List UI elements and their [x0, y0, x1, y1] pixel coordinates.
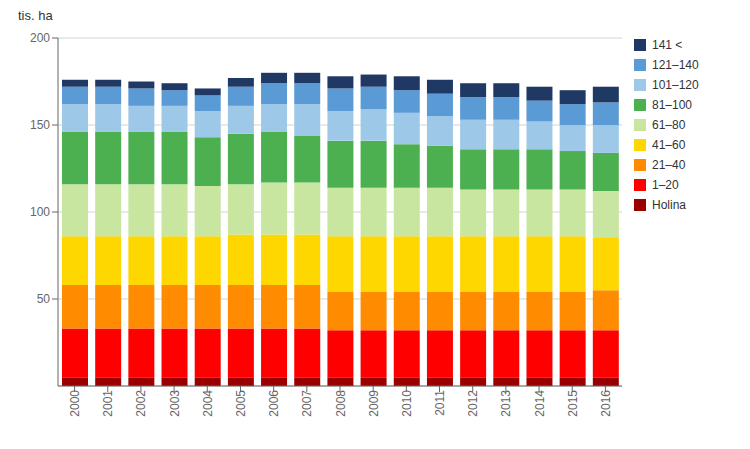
html-text:tis. ha: tis. ha	[18, 8, 53, 23]
svg-text:2007: 2007	[300, 390, 314, 417]
html-text:21–40: 21–40	[652, 158, 686, 172]
svg-text:200: 200	[30, 31, 50, 45]
svg-text:100: 100	[30, 205, 50, 219]
svg-text:2015: 2015	[566, 390, 580, 417]
html-text:41–60: 41–60	[652, 138, 686, 152]
svg-text:2009: 2009	[367, 390, 381, 417]
svg-text:2013: 2013	[499, 390, 513, 417]
html-text:81–100: 81–100	[652, 98, 692, 112]
html-text:101–120: 101–120	[652, 78, 699, 92]
svg-text:2000: 2000	[68, 390, 82, 417]
html-text:141 <: 141 <	[652, 38, 683, 52]
svg-text:2012: 2012	[466, 390, 480, 417]
html-text:61–80: 61–80	[652, 118, 686, 132]
svg-text:150: 150	[30, 118, 50, 132]
svg-text:2002: 2002	[134, 390, 148, 417]
html-text:121–140: 121–140	[652, 58, 699, 72]
svg-text:2016: 2016	[599, 390, 613, 417]
html-text:Holina: Holina	[652, 198, 686, 212]
svg-text:2006: 2006	[267, 390, 281, 417]
svg-text:2011: 2011	[433, 390, 447, 416]
svg-text:2005: 2005	[234, 390, 248, 417]
svg-text:2008: 2008	[334, 390, 348, 417]
svg-text:2004: 2004	[201, 390, 215, 417]
svg-text:2014: 2014	[533, 390, 547, 417]
svg-text:2001: 2001	[101, 390, 115, 417]
html-text:1–20: 1–20	[652, 178, 679, 192]
svg-text:2010: 2010	[400, 390, 414, 417]
svg-text:2003: 2003	[168, 390, 182, 417]
svg-text:50: 50	[37, 292, 51, 306]
